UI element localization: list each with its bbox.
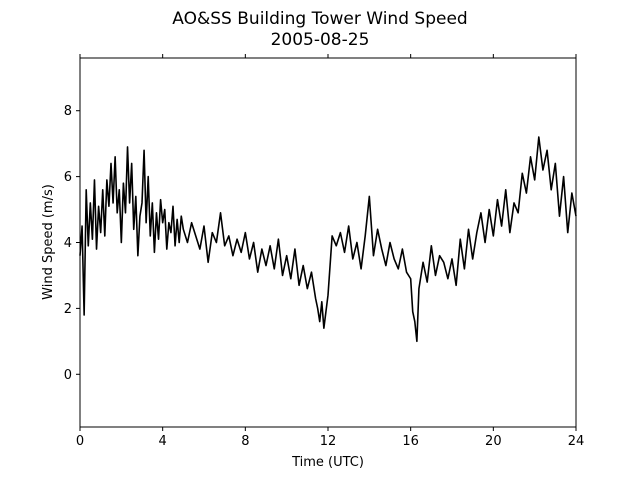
x-tick-label: 24 [568,434,585,449]
y-tick-label: 4 [64,236,72,251]
x-tick-label: 4 [159,434,167,449]
x-tick-label: 0 [76,434,84,449]
x-tick-label: 8 [241,434,249,449]
series-layer [79,136,577,343]
y-tick-label: 6 [64,170,72,185]
x-tick-label: 20 [485,434,502,449]
x-axis-label: Time (UTC) [291,455,364,470]
y-tick-label: 2 [64,302,72,317]
y-axis-label: Wind Speed (m/s) [41,184,56,300]
chart-subtitle: 2005-08-25 [271,30,370,50]
x-tick-label: 16 [402,434,419,449]
plot-area [80,58,576,427]
plot-frame [79,57,577,428]
y-tick-label: 0 [64,368,72,383]
chart-title: AO&SS Building Tower Wind Speed [172,9,467,29]
y-tick-label: 8 [64,104,72,119]
x-tick-label: 12 [320,434,337,449]
wind-speed-series-line [79,136,577,343]
